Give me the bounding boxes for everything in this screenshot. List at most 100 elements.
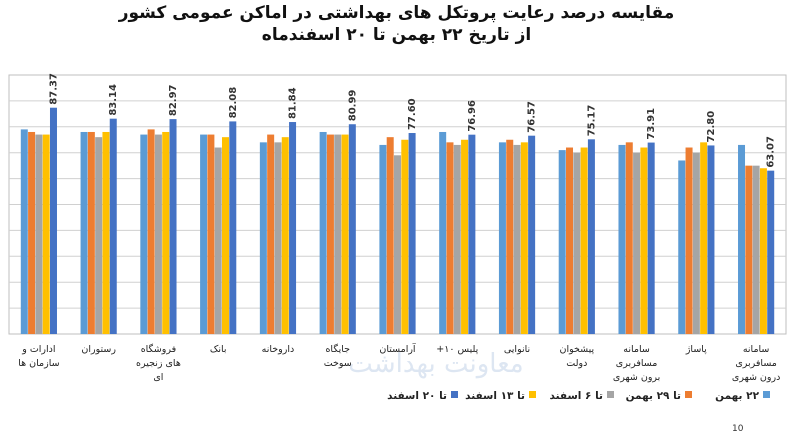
category-label: پیشخوان دولت <box>559 344 594 369</box>
data-label: 73.91 <box>646 108 657 140</box>
bar <box>348 124 356 334</box>
bar <box>520 142 528 334</box>
data-label: 83.14 <box>108 84 119 116</box>
title-line-1: مقایسه درصد رعایت پروتکل های بهداشتی در … <box>118 3 675 23</box>
bar <box>401 139 409 334</box>
bar <box>468 134 476 334</box>
category-label-line: آرامستان <box>379 342 416 355</box>
bar <box>461 139 469 334</box>
bar <box>647 142 655 334</box>
category-label-line: پیشخوان <box>559 344 594 355</box>
bar <box>759 168 767 334</box>
bar <box>573 152 581 334</box>
bar <box>221 137 229 334</box>
legend-swatch <box>607 391 614 398</box>
bar <box>678 160 686 334</box>
category-label-line: سوخت <box>324 358 352 369</box>
legend-swatch <box>529 391 536 398</box>
bar <box>229 121 237 334</box>
category-label-line: ادارات و <box>21 344 55 355</box>
bar <box>767 170 775 334</box>
bar <box>580 147 588 334</box>
bar <box>147 129 155 334</box>
bar <box>692 152 700 334</box>
bar <box>685 147 693 334</box>
category-label: پاساژ <box>685 344 707 355</box>
category-label-line: نانوایی <box>504 344 530 355</box>
bar <box>169 119 177 334</box>
bar <box>162 131 170 334</box>
bar <box>752 165 760 334</box>
bar <box>379 144 387 334</box>
bar <box>446 142 454 334</box>
watermark-text: معاونت بهداشت <box>348 349 523 379</box>
bar <box>738 144 746 334</box>
category-label: سامانه مسافربری درون شهری <box>732 344 780 383</box>
bar <box>528 135 536 334</box>
bar <box>214 147 222 334</box>
category-label-line: درون شهری <box>732 372 780 383</box>
category-label-line: داروخانه <box>262 344 295 355</box>
bar <box>633 152 641 334</box>
bar <box>109 118 117 335</box>
bar <box>289 122 297 335</box>
legend-swatch <box>685 391 692 398</box>
bar <box>49 107 57 334</box>
bar <box>87 131 95 334</box>
bar <box>20 129 28 334</box>
legend-label: تا ۶ اسفند <box>550 390 604 402</box>
bar <box>281 137 289 334</box>
legend-swatch <box>451 391 458 398</box>
category-label-line: سامانه <box>743 344 770 355</box>
category-label-line: فروشگاه <box>141 343 176 355</box>
data-label: 80.99 <box>347 90 358 122</box>
bar <box>80 131 88 334</box>
data-label: 82.97 <box>168 84 179 116</box>
category-label: ادارات و سازمان ها <box>18 344 59 369</box>
bar <box>745 165 753 334</box>
category-label-line: پاساژ <box>685 344 707 355</box>
bar <box>207 134 215 334</box>
category-label-line: رستوران <box>81 344 116 355</box>
category-label: داروخانه <box>262 344 295 355</box>
bar <box>498 142 506 334</box>
category-label-line: های زنجیره <box>136 358 181 369</box>
bar <box>200 134 208 334</box>
bar <box>618 144 626 334</box>
bar <box>334 134 342 334</box>
category-label-line: ای <box>153 372 163 383</box>
category-label-line: سامانه <box>623 344 650 355</box>
category-label-line: دولت <box>566 358 587 369</box>
legend-label: تا ۱۳ اسفند <box>465 390 525 402</box>
bar <box>453 144 461 334</box>
title-line-2: از تاریخ ۲۲ بهمن تا ۲۰ اسفندماه <box>261 25 532 45</box>
bar <box>42 134 50 334</box>
bar <box>267 134 275 334</box>
bar <box>28 131 36 334</box>
category-label: فروشگاه های زنجیره ای <box>136 343 181 383</box>
data-label: 81.84 <box>288 87 299 119</box>
category-label: بانک <box>210 344 227 355</box>
bar <box>408 133 416 334</box>
bar <box>513 144 521 334</box>
bar <box>394 155 401 334</box>
category-label: رستوران <box>81 344 116 355</box>
data-label: 77.60 <box>407 98 418 130</box>
bar <box>274 142 282 334</box>
category-label: نانوایی <box>504 344 530 355</box>
bar <box>587 139 595 334</box>
category-label: جایگاه سوخت <box>324 343 352 369</box>
bar <box>326 134 334 334</box>
category-label: سامانه مسافربری برون شهری <box>613 344 661 383</box>
bar <box>35 134 43 334</box>
legend-label: ۲۲ بهمن <box>715 390 759 402</box>
data-label: 76.57 <box>527 101 538 133</box>
category-label-line: بانک <box>210 344 227 355</box>
page-number: 10 <box>732 424 744 434</box>
legend-label: تا ۲۰ اسفند <box>387 390 447 402</box>
category-label-line: برون شهری <box>613 372 661 383</box>
chart-title: مقایسه درصد رعایت پروتکل های بهداشتی در … <box>0 2 793 46</box>
bar <box>566 147 574 334</box>
bar <box>700 142 708 334</box>
